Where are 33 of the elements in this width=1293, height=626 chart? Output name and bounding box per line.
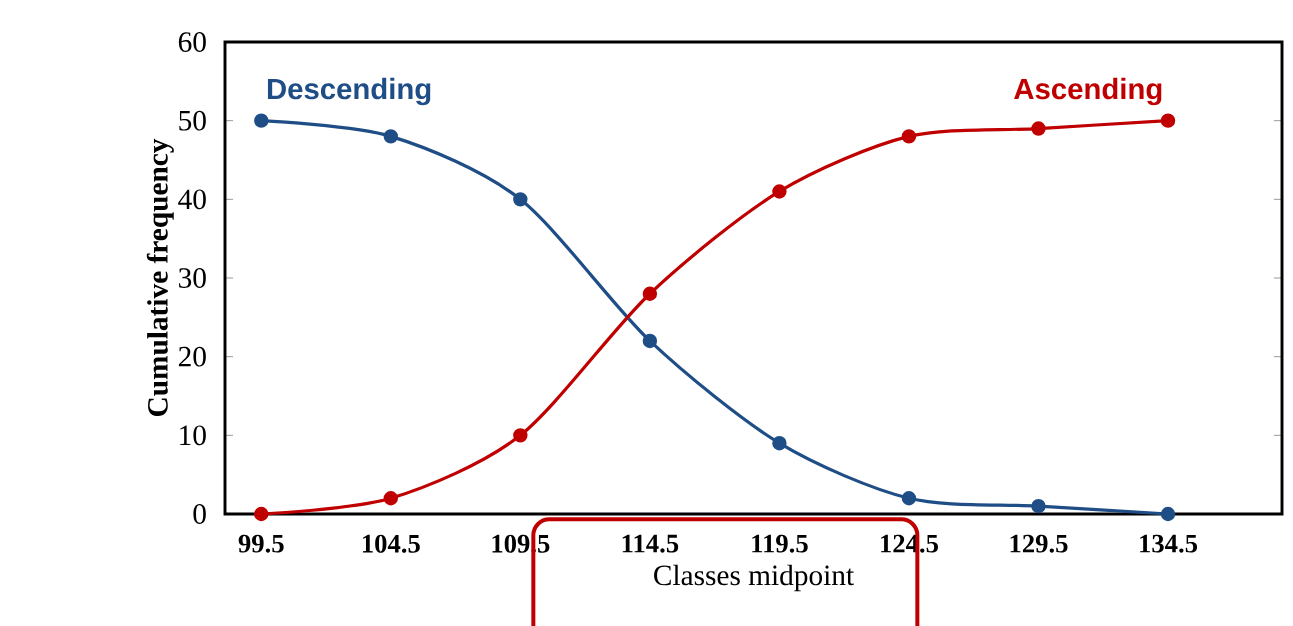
point <box>901 491 917 506</box>
point <box>254 506 269 522</box>
series-label: Descending <box>267 77 431 106</box>
y-tick-label: 20 <box>178 346 206 367</box>
series-label: Ascending <box>1014 77 1162 106</box>
y-tick-label: 10 <box>180 425 206 446</box>
x-tick-label: 129.5 <box>1010 534 1068 553</box>
point <box>1160 506 1176 522</box>
x-axis-title: Classes midpoint <box>654 564 854 592</box>
y-tick-label: 40 <box>178 189 206 210</box>
point <box>513 428 528 443</box>
x-tick-label: 119.5 <box>752 534 808 553</box>
x-tick-label: 99.5 <box>238 534 284 553</box>
point <box>254 113 269 128</box>
point <box>1031 121 1046 136</box>
point <box>1160 113 1176 128</box>
point <box>642 286 658 301</box>
point <box>513 192 528 207</box>
point <box>1031 498 1046 514</box>
x-tick-label: 134.5 <box>1140 534 1198 553</box>
point <box>383 491 399 506</box>
y-tick-label: 30 <box>179 268 206 288</box>
point <box>772 184 787 199</box>
point <box>901 129 917 144</box>
x-tick-label: 114.5 <box>622 534 679 553</box>
point <box>383 129 399 144</box>
x-tick-label: 104.5 <box>362 534 420 553</box>
y-tick-label: 50 <box>179 110 206 131</box>
y-tick-label: 0 <box>193 504 206 524</box>
point <box>642 333 658 349</box>
y-axis-title: Cumulative frequency <box>146 138 174 417</box>
y-tick-label: 60 <box>178 32 206 52</box>
point <box>772 436 787 451</box>
